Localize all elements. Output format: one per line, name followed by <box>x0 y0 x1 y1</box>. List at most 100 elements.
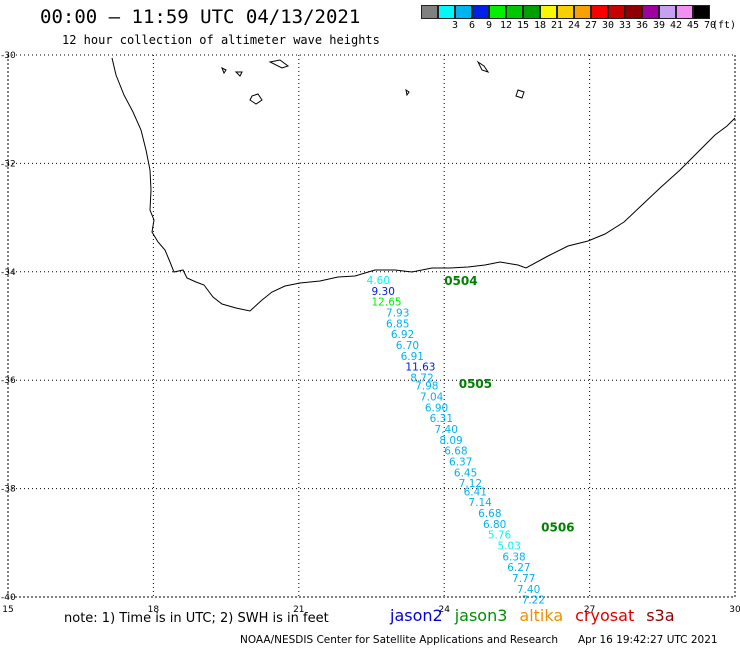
legend-swatch <box>421 5 438 19</box>
island-7 <box>405 88 410 97</box>
legend-swatch <box>625 5 642 19</box>
island-2 <box>234 71 243 77</box>
legend-label: 18 <box>533 20 547 31</box>
satellite-name: s3a <box>646 606 675 625</box>
longitude-label: 27 <box>584 605 595 615</box>
wave-height-value: 6.90 <box>425 402 448 414</box>
legend-label: 39 <box>652 20 666 31</box>
wave-height-value: 7.12 <box>459 478 482 490</box>
legend-label: 24 <box>567 20 581 31</box>
legend-swatch <box>438 5 455 19</box>
graticule <box>7 54 736 598</box>
island-6 <box>515 89 525 99</box>
wave-height-value: 6.85 <box>386 318 409 330</box>
wave-height-value: 6.70 <box>396 340 419 352</box>
legend-swatch <box>693 5 710 19</box>
latitude-label: -32 <box>1 159 16 169</box>
legend-swatches <box>421 5 710 19</box>
legend-swatch <box>591 5 608 19</box>
legend-label: 70 <box>703 20 717 31</box>
legend-label: 30 <box>601 20 615 31</box>
wave-height-value: 7.77 <box>512 573 535 585</box>
wave-height-value: 6.37 <box>449 457 472 469</box>
wave-height-value: 6.31 <box>430 413 453 425</box>
legend-swatch <box>523 5 540 19</box>
latitude-label: -34 <box>1 268 16 278</box>
legend-label: 27 <box>584 20 598 31</box>
wave-height-value: 7.22 <box>522 595 545 607</box>
longitude-label: 21 <box>293 605 304 615</box>
map-title: 00:00 – 11:59 UTC 04/13/2021 <box>40 6 361 28</box>
wave-height-value: 6.45 <box>454 467 477 479</box>
legend-swatch <box>608 5 625 19</box>
wave-height-value: 9.30 <box>372 286 395 298</box>
wave-height-value: 7.04 <box>420 391 444 403</box>
island-3 <box>249 93 263 105</box>
legend-swatch <box>574 5 591 19</box>
wave-height-value: 7.40 <box>517 584 540 596</box>
pass-time-label: 0504 <box>444 274 477 288</box>
legend-label: 45 <box>686 20 700 31</box>
wave-height-value: 5.03 <box>498 541 521 553</box>
legend-label: 15 <box>516 20 530 31</box>
southern-africa-coastline <box>111 57 736 312</box>
wave-height-legend: 3 6 9 12 15 18 21 24 27 30 33 36 39 42 45 70 (ft) <box>421 5 736 33</box>
legend-label: 6 <box>468 20 476 31</box>
credit-footer: NOAA/NESDIS Center for Satellite Applica… <box>240 634 558 646</box>
legend-swatch <box>472 5 489 19</box>
legend-swatch <box>676 5 693 19</box>
wave-height-value: 11.63 <box>405 362 435 374</box>
coastline <box>111 57 736 312</box>
legend-label: 12 <box>499 20 513 31</box>
legend-label: 3 <box>451 20 459 31</box>
satellite-name: jason2 <box>390 606 443 625</box>
island-4 <box>268 59 290 69</box>
longitude-label: 30 <box>729 605 740 615</box>
wave-height-value: 6.80 <box>483 519 506 531</box>
longitude-label: 15 <box>2 605 13 615</box>
map-border <box>7 54 736 598</box>
wave-height-value: 7.14 <box>468 497 492 509</box>
satellite-name: altika <box>519 606 564 625</box>
generated-timestamp: Apr 16 19:42:27 UTC 2021 <box>578 634 718 646</box>
legend-label: 36 <box>635 20 649 31</box>
map-note: note: 1) Time is in UTC; 2) SWH is in fe… <box>64 611 329 626</box>
latitude-label: -30 <box>1 51 16 61</box>
wave-height-value: 7.98 <box>415 381 438 393</box>
wave-observations: 4.609.3012.657.936.856.926.706.9111.638.… <box>367 275 545 607</box>
island-5 <box>476 60 490 73</box>
map-subtitle: 12 hour collection of altimeter wave hei… <box>62 33 380 47</box>
legend-swatch <box>659 5 676 19</box>
wave-height-value: 7.93 <box>386 307 409 319</box>
satellite-name: cryosat <box>575 606 635 625</box>
latitude-labels: -30 -32 -34 -36 -38 -40 <box>1 51 16 603</box>
pass-labels: 0504 0505 0506 <box>444 274 574 535</box>
wave-height-value: 6.41 <box>464 486 487 498</box>
legend-swatch <box>557 5 574 19</box>
longitude-labels: 15 18 21 24 27 30 <box>2 605 740 615</box>
latitude-label: -40 <box>1 593 16 603</box>
longitude-label: 24 <box>438 605 450 615</box>
satellite-legend: jason2 jason3 altika cryosat s3a <box>390 606 687 625</box>
wave-height-value: 6.27 <box>507 562 530 574</box>
legend-label: 33 <box>618 20 632 31</box>
wave-height-value: 6.68 <box>444 446 467 458</box>
wave-height-value: 6.68 <box>478 508 501 520</box>
legend-swatch <box>455 5 472 19</box>
latitude-label: -36 <box>1 376 16 386</box>
latitude-label: -38 <box>1 485 16 495</box>
wave-height-value: 4.60 <box>367 275 390 287</box>
legend-swatch <box>540 5 557 19</box>
wave-height-value: 6.92 <box>391 329 414 341</box>
wave-height-value: 6.91 <box>401 351 424 363</box>
satellite-name: jason3 <box>454 606 508 625</box>
legend-swatch <box>489 5 506 19</box>
legend-label: 21 <box>550 20 564 31</box>
legend-label: 42 <box>669 20 683 31</box>
wave-height-value: 5.76 <box>488 530 512 542</box>
longitude-label: 18 <box>148 605 160 615</box>
pass-time-label: 0506 <box>541 521 574 535</box>
legend-swatch <box>642 5 659 19</box>
wave-height-value: 12.65 <box>372 297 402 309</box>
